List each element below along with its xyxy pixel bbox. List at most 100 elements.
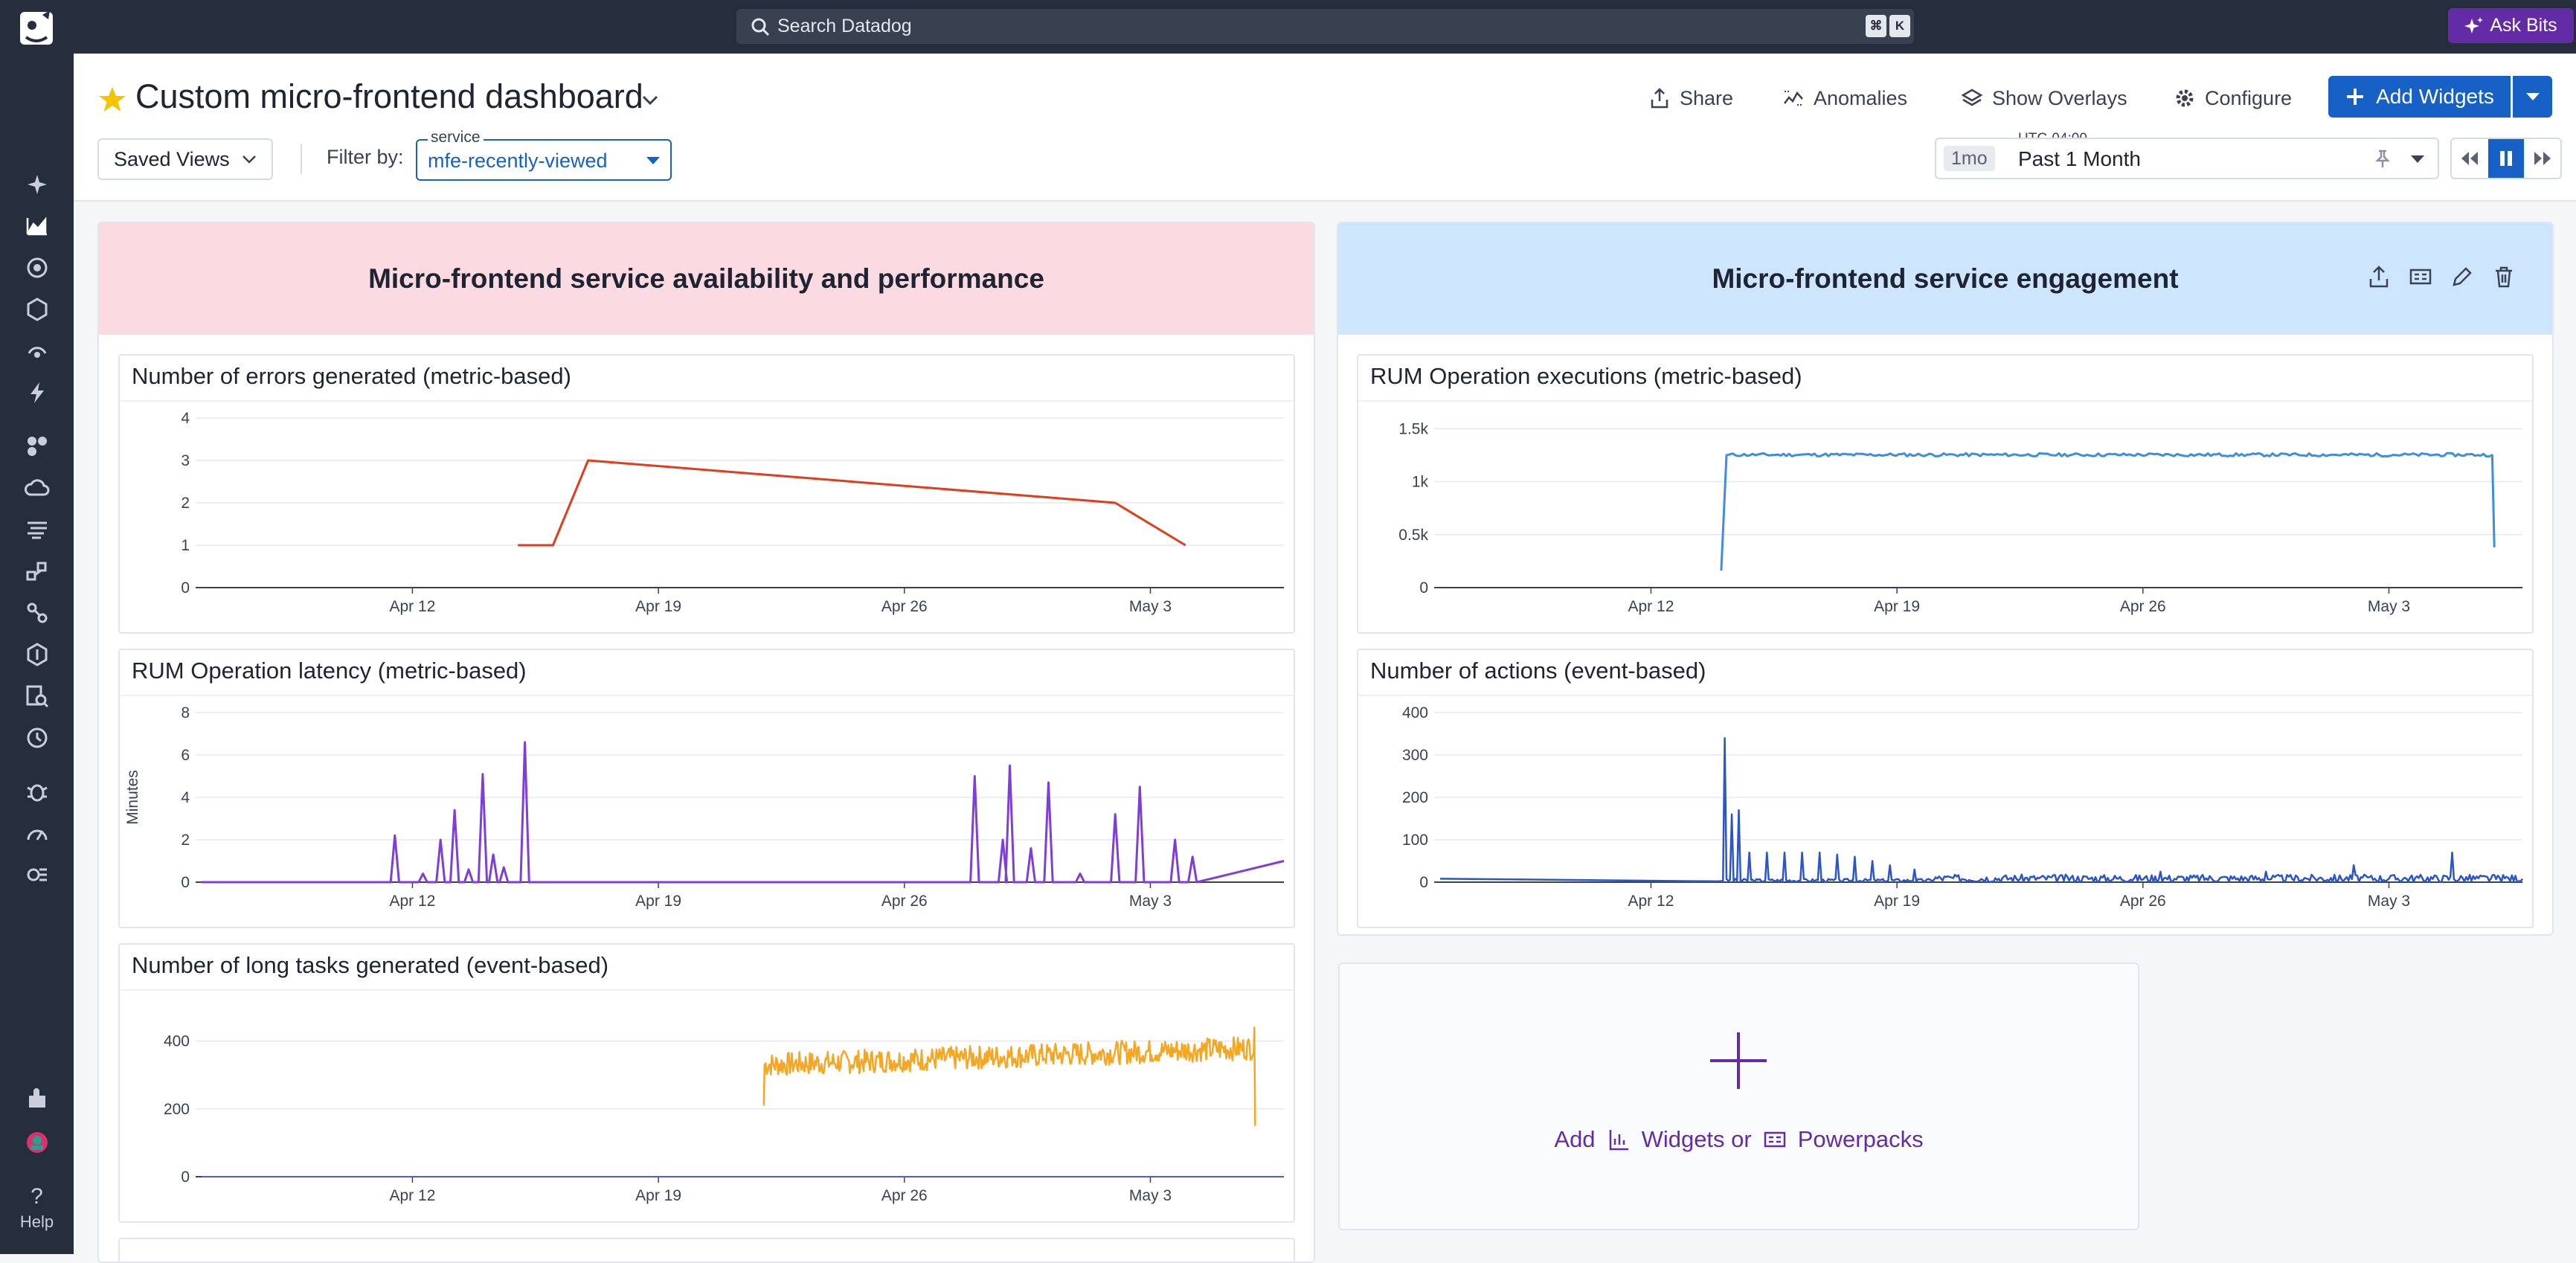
favorite-star-icon[interactable]	[97, 85, 127, 115]
widget-errors[interactable]: Number of errors generated (metric-based…	[118, 354, 1295, 634]
widget-title-divider	[120, 400, 1294, 402]
show-overlays-label: Show Overlays	[1992, 86, 2127, 109]
edit-icon[interactable]	[2450, 264, 2475, 289]
group-title: Micro-frontend service availability and …	[368, 263, 1044, 294]
configure-button[interactable]: Configure	[2174, 82, 2292, 115]
search-icon	[751, 18, 770, 36]
show-overlays-button[interactable]: Show Overlays	[1961, 82, 2127, 115]
caret-down-icon	[646, 157, 660, 164]
anomalies-button[interactable]: Anomalies	[1782, 82, 1907, 115]
y-tick-label: 2	[181, 832, 190, 849]
x-tick-label: Apr 19	[635, 598, 681, 615]
x-tick-label: May 3	[2368, 598, 2410, 615]
caret-down-icon[interactable]	[2409, 154, 2426, 164]
add-plus-icon[interactable]	[1707, 1029, 1770, 1092]
service-filter-select[interactable]: service mfe-recently-viewed	[416, 129, 672, 181]
group-header: Micro-frontend service availability and …	[99, 223, 1314, 335]
ask-bits-button[interactable]: Ask Bits	[2448, 8, 2574, 43]
service-mgmt-icon[interactable]	[19, 720, 55, 756]
top-bar: Search Datadog ⌘ K Ask Bits	[74, 0, 2576, 54]
gear-icon	[2176, 89, 2194, 107]
gauge-icon[interactable]	[19, 815, 55, 851]
left-nav: ? Help	[0, 0, 74, 1254]
saved-views-label: Saved Views	[114, 147, 230, 170]
y-tick-label: 2	[181, 495, 190, 512]
x-tick-label: Apr 12	[390, 893, 436, 910]
digital-experience-icon[interactable]	[19, 595, 55, 631]
widgets-link[interactable]: Widgets or	[1641, 1126, 1752, 1152]
pin-icon[interactable]	[2372, 148, 2393, 169]
latency-chart[interactable]: 0 2 4 6 8 Apr 12 Apr 19 Apr 26 May 3 Minutes	[120, 696, 1295, 927]
trash-icon[interactable]	[2491, 264, 2516, 289]
fast-forward-icon	[2534, 152, 2551, 165]
cloud-icon[interactable]	[19, 470, 55, 506]
add-widgets-label: Add Widgets	[2376, 85, 2494, 108]
long-tasks-chart[interactable]: 0 200 400 Apr 12 Apr 19 Apr 26 May 3	[120, 991, 1295, 1221]
plus-icon	[2347, 89, 2364, 105]
x-tick-label: Apr 19	[635, 893, 681, 910]
bug-icon[interactable]	[19, 774, 55, 809]
y-tick-label: 0	[1419, 579, 1428, 597]
share-button[interactable]: Share	[1648, 82, 1733, 115]
fast-forward-button[interactable]	[2524, 139, 2560, 178]
executions-chart[interactable]: 0 0.5k 1k 1.5k Apr 12 Apr 19 Apr 26 May 3	[1358, 402, 2534, 632]
widget-executions[interactable]: RUM Operation executions (metric-based) …	[1357, 354, 2534, 634]
lightning-icon[interactable]	[19, 375, 55, 411]
y-tick-label: 1k	[1412, 474, 1429, 491]
add-widget-placeholder[interactable]: Add Widgets or Powerpacks	[1338, 962, 2139, 1230]
user-avatar-icon[interactable]	[19, 1125, 55, 1160]
x-tick-label: May 3	[1129, 598, 1172, 615]
workflow-icon[interactable]	[19, 857, 55, 893]
y-tick-label: 4	[181, 410, 190, 427]
export-icon[interactable]	[2366, 264, 2392, 289]
synthetics-icon[interactable]	[19, 333, 55, 369]
x-tick-label: Apr 12	[1628, 598, 1674, 615]
y-tick-label: 0	[181, 874, 190, 891]
bits-ai-icon[interactable]	[19, 167, 55, 202]
x-tick-label: May 3	[1129, 893, 1172, 910]
y-tick-label: 0	[181, 1169, 190, 1186]
powerpacks-link[interactable]: Powerpacks	[1797, 1126, 1924, 1152]
anomalies-icon	[1784, 91, 1803, 106]
search-input[interactable]: Search Datadog ⌘ K	[736, 9, 1914, 44]
rewind-button[interactable]	[2452, 139, 2488, 178]
x-tick-label: Apr 26	[881, 598, 928, 615]
widget-long-tasks[interactable]: Number of long tasks generated (event-ba…	[118, 943, 1295, 1223]
widget-latency[interactable]: RUM Operation latency (metric-based) 0 2 4…	[118, 649, 1295, 928]
datadog-logo-icon[interactable]	[13, 4, 60, 52]
time-range-picker[interactable]: 1mo Past 1 Month	[1935, 138, 2439, 179]
help-icon: ?	[30, 1184, 43, 1209]
group-header: Micro-frontend service engagement	[1338, 223, 2552, 335]
group-engagement: Micro-frontend service engagement RUM Op…	[1337, 222, 2554, 936]
integrations-icon[interactable]	[19, 1080, 55, 1116]
widget-actions[interactable]: Number of actions (event-based) 0 100 200 3…	[1357, 649, 2534, 928]
monitors-icon[interactable]	[19, 250, 55, 286]
software-delivery-icon[interactable]	[19, 637, 55, 672]
help-menu[interactable]: ? Help	[0, 1184, 74, 1232]
errors-chart[interactable]: 0 1 2 3 4 Apr 12 Apr 19 Apr 26 May 3	[120, 402, 1295, 632]
add-label: Add	[1554, 1126, 1596, 1152]
logs-icon[interactable]	[19, 512, 55, 547]
infrastructure-icon[interactable]	[19, 428, 55, 464]
y-tick-label: 300	[1402, 747, 1428, 764]
add-widgets-button[interactable]: Add Widgets	[2328, 76, 2511, 118]
add-widgets-dropdown-button[interactable]	[2513, 76, 2552, 118]
dashboards-icon[interactable]	[19, 208, 55, 244]
widget-title: RUM Operation latency (metric-based)	[132, 658, 527, 684]
widget-partial[interactable]	[118, 1238, 1295, 1262]
data-search-icon[interactable]	[19, 678, 55, 714]
x-tick-label: May 3	[1129, 1187, 1172, 1204]
apm-icon[interactable]	[19, 553, 55, 589]
y-tick-label: 400	[164, 1033, 190, 1050]
chevron-down-icon[interactable]	[639, 91, 661, 109]
actions-chart[interactable]: 0 100 200 300 400 Apr 12 Apr 19 Apr 26 May 3	[1358, 696, 2534, 927]
service-filter-value: mfe-recently-viewed	[428, 150, 608, 172]
security-icon[interactable]	[19, 292, 55, 327]
saved-views-dropdown[interactable]: Saved Views	[97, 138, 273, 180]
series-line	[388, 741, 1285, 884]
powerpack-icon[interactable]	[2408, 264, 2433, 289]
page-title[interactable]: Custom micro-frontend dashboard	[135, 77, 643, 115]
widget-title: RUM Operation executions (metric-based)	[1370, 363, 1802, 389]
pause-button[interactable]	[2487, 139, 2525, 178]
bar-chart-icon	[1609, 1130, 1628, 1151]
